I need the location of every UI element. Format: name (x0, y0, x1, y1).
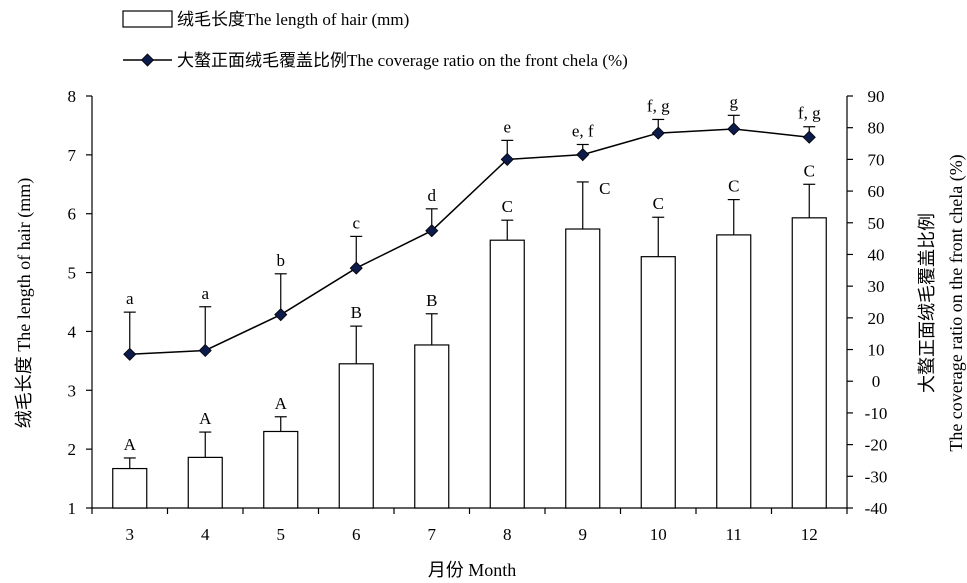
line-point (576, 148, 590, 162)
line-significance-label: e, f (572, 121, 594, 140)
bar (565, 228, 601, 509)
y-tick-label: 6 (68, 205, 77, 224)
bar-significance-label: A (275, 394, 288, 413)
x-tick-label: 6 (352, 525, 361, 544)
y2-tick-label: -30 (865, 467, 888, 486)
bar-significance-label: C (804, 161, 815, 180)
line-point (349, 261, 363, 275)
line-significance-label: e (503, 117, 511, 136)
y-tick-label: 7 (68, 146, 77, 165)
line-significance-label: d (428, 186, 437, 205)
line-point (123, 347, 137, 361)
bar (716, 234, 752, 509)
y2-tick-label: -20 (865, 436, 888, 455)
line-point (651, 126, 665, 140)
x-tick-label: 10 (650, 525, 667, 544)
line-point (727, 122, 741, 136)
legend: 绒毛长度The length of hair (mm) 大螯正面绒毛覆盖比例Th… (122, 10, 628, 70)
line-point (802, 130, 816, 144)
y2-tick-label: 70 (868, 150, 885, 169)
x-tick-label: 12 (801, 525, 818, 544)
bar (338, 363, 374, 509)
line-significance-label: f, g (798, 104, 821, 123)
bar-significance-label: C (653, 194, 664, 213)
coverage-line (129, 128, 810, 356)
line-significance-label: c (352, 213, 360, 232)
line-point (500, 152, 514, 166)
bar-significance-label: B (351, 303, 362, 322)
x-tick-label: 4 (201, 525, 210, 544)
x-tick-label: 3 (126, 525, 135, 544)
y2-tick-label: 90 (868, 87, 885, 106)
line-point (425, 224, 439, 238)
line-significance-label: g (730, 92, 739, 111)
bar (414, 344, 450, 509)
y-tick-label: 1 (68, 499, 77, 518)
legend-bar-label: 绒毛长度The length of hair (mm) (177, 10, 409, 29)
y2-tick-label: 50 (868, 214, 885, 233)
y-tick-label: 4 (68, 322, 77, 341)
y2-axis-title-line1: 大螯正面绒毛覆盖比例 (917, 213, 937, 393)
x-tick-label: 9 (579, 525, 588, 544)
bar-significance-label: C (599, 179, 610, 198)
y2-tick-label: 30 (868, 277, 885, 296)
bar-significance-label: C (728, 177, 739, 196)
axes: 12345678-40-30-20-1001020304050607080903… (68, 87, 888, 544)
y-tick-label: 5 (68, 264, 77, 283)
bar (112, 467, 148, 509)
x-tick-label: 8 (503, 525, 512, 544)
y2-tick-label: 60 (868, 182, 885, 201)
bar-significance-label: A (199, 409, 212, 428)
y-tick-label: 2 (68, 440, 77, 459)
line-point (198, 343, 212, 358)
bar (187, 456, 223, 509)
y2-axis-title-line2: The coverage ratio on the front chela (%… (946, 154, 967, 451)
bar (640, 256, 676, 509)
bar-significance-label: B (426, 291, 437, 310)
bar (791, 217, 827, 509)
y2-tick-label: -40 (865, 499, 888, 518)
x-axis-title: 月份 Month (428, 560, 517, 580)
y2-tick-label: 0 (872, 372, 881, 391)
bar (489, 239, 525, 509)
bar (263, 430, 299, 509)
y2-tick-label: 20 (868, 309, 885, 328)
legend-diamond-marker (140, 53, 155, 67)
legend-line-label: 大螯正面绒毛覆盖比例The coverage ratio on the fron… (177, 51, 628, 70)
line-significance-label: a (201, 284, 209, 303)
line-series: a a b c d e e, f f, g g f, g (123, 92, 821, 361)
bar-significance-label: C (502, 197, 513, 216)
y-axis-title: 绒毛长度 The length of hair (mm) (14, 178, 35, 428)
y-tick-label: 8 (68, 87, 77, 106)
y2-tick-label: 10 (868, 341, 885, 360)
legend-bar-swatch (122, 10, 173, 28)
line-significance-label: f, g (647, 96, 670, 115)
line-point (274, 308, 288, 322)
x-tick-label: 11 (726, 525, 742, 544)
bar-series: A A A B B C C C C C (112, 161, 827, 509)
x-tick-label: 5 (277, 525, 286, 544)
x-tick-label: 7 (428, 525, 437, 544)
y-tick-label: 3 (68, 381, 77, 400)
y2-tick-label: -10 (865, 404, 888, 423)
line-significance-label: b (277, 251, 286, 270)
line-significance-label: a (126, 289, 134, 308)
y2-tick-label: 80 (868, 119, 885, 138)
y2-tick-label: 40 (868, 245, 885, 264)
bar-significance-label: A (124, 435, 137, 454)
